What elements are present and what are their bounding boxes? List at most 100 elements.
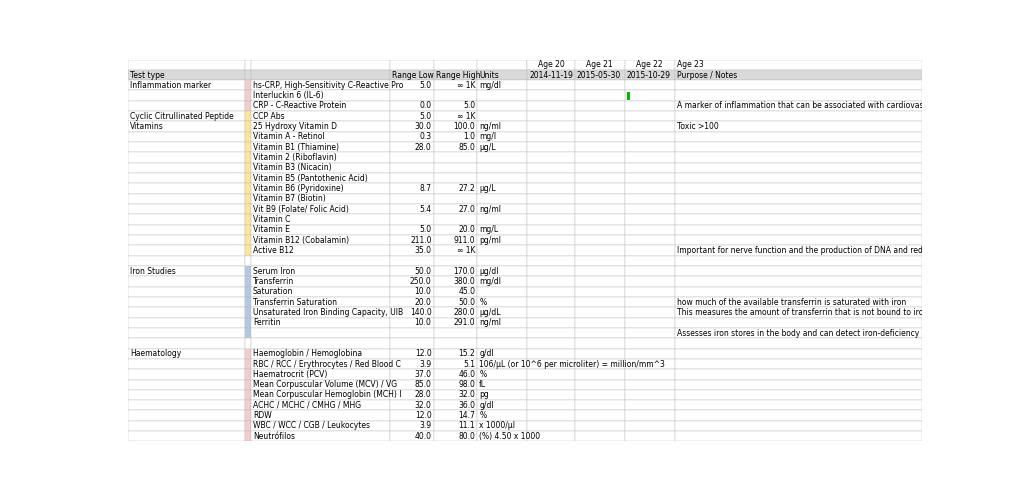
Bar — [625, 390, 675, 400]
Text: Haematrocrit (PCV): Haematrocrit (PCV) — [253, 370, 328, 379]
Text: Vitamins: Vitamins — [130, 122, 164, 131]
Bar — [246, 194, 251, 204]
Bar — [251, 390, 390, 400]
Bar — [246, 163, 251, 173]
Bar — [574, 132, 625, 142]
Bar — [128, 173, 246, 184]
Bar — [574, 142, 625, 152]
Bar — [477, 359, 527, 369]
Bar — [574, 60, 625, 70]
Bar — [675, 431, 922, 441]
Bar — [527, 400, 574, 411]
Bar — [128, 80, 246, 90]
Bar — [433, 307, 477, 317]
Text: 28.0: 28.0 — [415, 390, 431, 399]
Bar — [625, 246, 675, 255]
Text: Toxic >100: Toxic >100 — [677, 122, 719, 131]
Text: ∞ 1K: ∞ 1K — [457, 112, 475, 121]
Bar — [477, 122, 527, 132]
Text: 30.0: 30.0 — [415, 122, 431, 131]
Bar — [675, 266, 922, 276]
Bar — [477, 287, 527, 297]
Bar — [625, 70, 675, 80]
Bar — [574, 431, 625, 441]
Text: 85.0: 85.0 — [415, 380, 431, 389]
Bar — [128, 214, 246, 225]
Bar — [128, 255, 246, 266]
Bar — [574, 369, 625, 379]
Bar — [390, 317, 433, 328]
Bar — [675, 225, 922, 235]
Bar — [246, 411, 251, 421]
Bar — [246, 328, 251, 338]
Text: (%) 4.50 x 1000: (%) 4.50 x 1000 — [479, 432, 541, 441]
Text: 25 Hydroxy Vitamin D: 25 Hydroxy Vitamin D — [253, 122, 337, 131]
Bar — [675, 132, 922, 142]
Text: CCP Abs: CCP Abs — [253, 112, 285, 121]
Bar — [574, 101, 625, 111]
Bar — [128, 194, 246, 204]
Bar — [128, 307, 246, 317]
Bar — [574, 204, 625, 214]
Bar — [574, 246, 625, 255]
Text: Age 22: Age 22 — [637, 60, 664, 69]
Bar — [627, 92, 630, 100]
Bar — [574, 111, 625, 122]
Bar — [246, 287, 251, 297]
Bar — [251, 132, 390, 142]
Bar — [477, 111, 527, 122]
Text: g/dl: g/dl — [479, 349, 494, 358]
Bar — [625, 328, 675, 338]
Bar — [574, 400, 625, 411]
Bar — [390, 328, 433, 338]
Bar — [625, 225, 675, 235]
Bar — [128, 266, 246, 276]
Bar — [574, 122, 625, 132]
Bar — [128, 70, 246, 80]
Bar — [477, 400, 527, 411]
Bar — [246, 317, 251, 328]
Text: Serum Iron: Serum Iron — [253, 267, 295, 276]
Bar — [251, 287, 390, 297]
Bar — [251, 421, 390, 431]
Text: μg/L: μg/L — [479, 184, 496, 193]
Text: 14.7: 14.7 — [459, 411, 475, 420]
Bar — [246, 235, 251, 246]
Text: 140.0: 140.0 — [410, 308, 431, 317]
Bar — [527, 255, 574, 266]
Bar — [477, 276, 527, 287]
Text: 1.0: 1.0 — [463, 132, 475, 141]
Bar — [625, 421, 675, 431]
Bar — [433, 400, 477, 411]
Bar — [574, 266, 625, 276]
Text: hs-CRP, High-Sensitivity C-Reactive Pro: hs-CRP, High-Sensitivity C-Reactive Pro — [253, 81, 403, 90]
Bar — [128, 163, 246, 173]
Bar — [433, 359, 477, 369]
Bar — [477, 60, 527, 70]
Text: Vitamin 2 (Riboflavin): Vitamin 2 (Riboflavin) — [253, 153, 337, 162]
Bar — [675, 214, 922, 225]
Bar — [390, 431, 433, 441]
Text: ACHC / MCHC / CMHG / MHG: ACHC / MCHC / CMHG / MHG — [253, 401, 361, 410]
Bar — [574, 60, 625, 70]
Bar — [433, 194, 477, 204]
Bar — [433, 122, 477, 132]
Text: 50.0: 50.0 — [415, 267, 431, 276]
Bar — [477, 297, 527, 307]
Bar — [574, 287, 625, 297]
Bar — [675, 338, 922, 349]
Bar — [251, 60, 390, 70]
Bar — [477, 173, 527, 184]
Bar — [574, 184, 625, 194]
Bar — [433, 142, 477, 152]
Bar — [477, 246, 527, 255]
Bar — [433, 70, 477, 80]
Bar — [675, 184, 922, 194]
Bar — [625, 60, 675, 70]
Bar — [433, 246, 477, 255]
Bar — [675, 163, 922, 173]
Bar — [390, 307, 433, 317]
Bar — [574, 173, 625, 184]
Bar — [527, 132, 574, 142]
Bar — [477, 194, 527, 204]
